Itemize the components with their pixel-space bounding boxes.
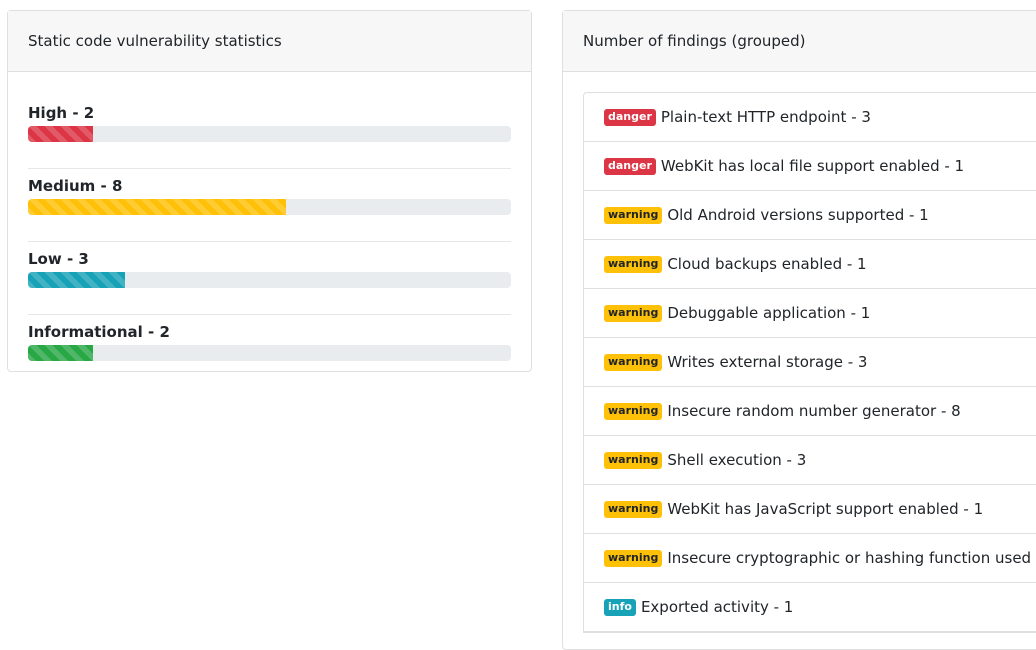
progress-track-high xyxy=(28,126,511,142)
findings-list: danger Plain-text HTTP endpoint - 3 dang… xyxy=(583,92,1036,633)
severity-item-low: Low - 3 xyxy=(28,242,511,315)
severity-label-low: Low - 3 xyxy=(28,250,89,268)
finding-text: WebKit has local file support enabled - … xyxy=(660,157,965,175)
findings-card: Number of findings (grouped) danger Plai… xyxy=(562,10,1036,650)
severity-label-high: High - 2 xyxy=(28,104,95,122)
progress-track-low xyxy=(28,272,511,288)
progress-track-medium xyxy=(28,199,511,215)
finding-text: Insecure random number generator - 8 xyxy=(667,402,961,420)
finding-row[interactable]: warning Shell execution - 3 xyxy=(584,436,1036,485)
progress-bar-medium xyxy=(28,199,287,215)
finding-row[interactable]: warning Old Android versions supported -… xyxy=(584,191,1036,240)
severity-badge: warning xyxy=(604,304,663,322)
findings-card-header: Number of findings (grouped) xyxy=(563,11,1036,72)
progress-track-informational xyxy=(28,345,511,361)
severity-badge: danger xyxy=(604,157,656,175)
severity-item-high: High - 2 xyxy=(28,96,511,169)
stats-card-title: Static code vulnerability statistics xyxy=(28,32,282,50)
severity-list: High - 2 Medium - 8 Low - 3 Informationa… xyxy=(28,96,511,388)
severity-badge: warning xyxy=(604,549,663,567)
finding-row[interactable]: warning Insecure random number generator… xyxy=(584,387,1036,436)
finding-row[interactable]: danger Plain-text HTTP endpoint - 3 xyxy=(584,93,1036,142)
severity-badge: warning xyxy=(604,206,663,224)
severity-badge: warning xyxy=(604,353,663,371)
stats-card-header: Static code vulnerability statistics xyxy=(8,11,531,72)
vulnerability-stats-card: Static code vulnerability statistics Hig… xyxy=(7,10,532,372)
finding-text: WebKit has JavaScript support enabled - … xyxy=(667,500,984,518)
finding-row[interactable]: warning Writes external storage - 3 xyxy=(584,338,1036,387)
severity-badge: warning xyxy=(604,451,663,469)
severity-item-informational: Informational - 2 xyxy=(28,315,511,388)
finding-text: Cloud backups enabled - 1 xyxy=(667,255,867,273)
progress-bar-high xyxy=(28,126,94,142)
finding-row[interactable]: warning Insecure cryptographic or hashin… xyxy=(584,534,1036,583)
severity-badge: warning xyxy=(604,255,663,273)
severity-badge: warning xyxy=(604,500,663,518)
finding-text: Old Android versions supported - 1 xyxy=(667,206,929,224)
finding-row[interactable]: warning WebKit has JavaScript support en… xyxy=(584,485,1036,534)
severity-badge: danger xyxy=(604,108,656,126)
severity-label-informational: Informational - 2 xyxy=(28,323,170,341)
finding-row[interactable]: info Exported activity - 1 xyxy=(584,583,1036,632)
finding-text: Plain-text HTTP endpoint - 3 xyxy=(660,108,871,126)
severity-label-medium: Medium - 8 xyxy=(28,177,123,195)
finding-row[interactable]: warning Cloud backups enabled - 1 xyxy=(584,240,1036,289)
finding-row[interactable]: warning Debuggable application - 1 xyxy=(584,289,1036,338)
severity-item-medium: Medium - 8 xyxy=(28,169,511,242)
finding-text: Writes external storage - 3 xyxy=(667,353,868,371)
finding-text: Exported activity - 1 xyxy=(640,598,794,616)
finding-text: Shell execution - 3 xyxy=(667,451,807,469)
severity-badge: warning xyxy=(604,402,663,420)
severity-badge: info xyxy=(604,598,636,616)
findings-card-title: Number of findings (grouped) xyxy=(583,32,806,50)
progress-bar-informational xyxy=(28,345,94,361)
finding-text: Insecure cryptographic or hashing functi… xyxy=(667,549,1036,567)
progress-bar-low xyxy=(28,272,125,288)
finding-text: Debuggable application - 1 xyxy=(667,304,871,322)
finding-row[interactable]: danger WebKit has local file support ena… xyxy=(584,142,1036,191)
